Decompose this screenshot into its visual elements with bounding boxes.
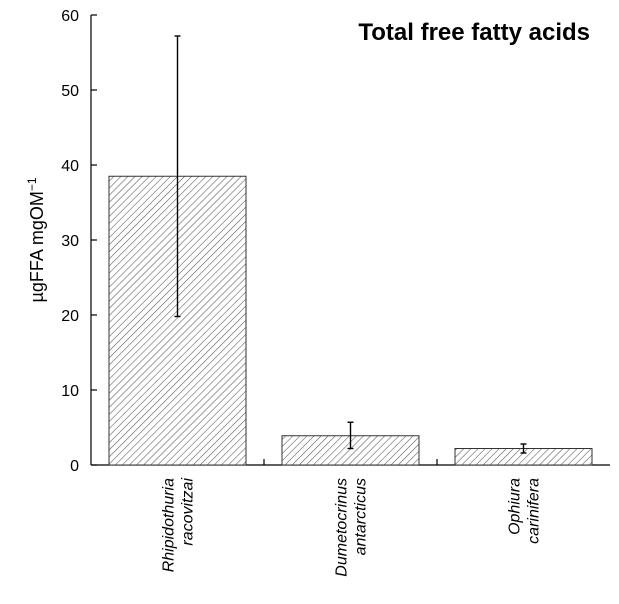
category-label: Rhipidothuria racovitzai: [161, 478, 197, 573]
y-axis-label: µgFFA mgOM−1: [25, 177, 47, 302]
y-tick-label: 0: [70, 458, 79, 475]
error-bars: [174, 35, 527, 454]
category-label: Ophiura carinifera: [507, 478, 543, 544]
y-axis-label-text: µgFFA mgOM: [27, 191, 47, 302]
y-tick-label: 60: [61, 8, 79, 25]
y-axis: 0 10 20 30 40 50 60: [61, 8, 97, 475]
y-axis-label-superscript: −1: [25, 177, 39, 191]
category-labels: Rhipidothuria racovitzai Dumetocrinus antar…: [161, 478, 543, 577]
y-tick-label: 40: [61, 158, 79, 175]
y-tick-label: 30: [61, 233, 79, 250]
y-tick-label: 20: [61, 308, 79, 325]
category-label: Dumetocrinus antarcticus: [334, 478, 370, 577]
y-tick-label: 10: [61, 383, 79, 400]
chart-title: Total free fatty acids: [358, 19, 590, 46]
y-tick-label: 50: [61, 83, 79, 100]
